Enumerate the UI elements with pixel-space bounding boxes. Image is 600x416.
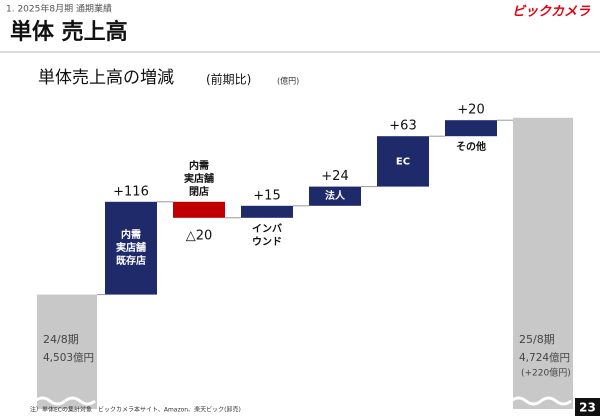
- axis-break: [34, 396, 96, 406]
- annotation: (+220億円): [521, 367, 571, 379]
- category-label: 実店舗: [116, 241, 146, 254]
- value-label: △20: [186, 228, 213, 243]
- logo: ビックカメラ: [512, 4, 591, 20]
- section-label: 1. 2025年8月期 通期業績: [6, 3, 112, 15]
- category-label: ウンド: [252, 236, 282, 248]
- category-label: 24/8期: [43, 333, 79, 346]
- category-label: 閉店: [189, 185, 209, 198]
- step-bar: [309, 186, 361, 206]
- category-label: 実店舗: [184, 172, 214, 185]
- category-label: その他: [456, 140, 486, 153]
- category-label: インバ: [252, 223, 282, 235]
- value-label: +15: [253, 188, 280, 203]
- page-box: [575, 398, 600, 416]
- category-label: 内需: [189, 159, 209, 172]
- value-label: +116: [113, 184, 149, 199]
- chart-subtitle: (前期比): [206, 72, 251, 87]
- value-label: +63: [389, 119, 416, 134]
- step-bar: [241, 205, 293, 218]
- chart-title: 単体売上高の増減: [38, 68, 174, 88]
- value-label: 4,503億円: [43, 351, 94, 364]
- axis-break: [510, 396, 572, 406]
- step-bar: [173, 201, 225, 218]
- value-label: 4,724億円: [519, 351, 570, 364]
- slide-title: 単体 売上高: [10, 19, 128, 45]
- unit-label: (億円): [277, 76, 299, 86]
- category-label: 25/8期: [519, 333, 555, 346]
- category-label: EC: [396, 156, 410, 167]
- footnote: 注）単体ECの集計対象 ビックカメラ本サイト、Amazon、楽天ビック(卸売): [30, 406, 241, 414]
- total-bar: [513, 117, 573, 410]
- step-bar: [445, 120, 497, 137]
- step-bar: [105, 201, 157, 295]
- category-label: 法人: [325, 189, 346, 202]
- step-bar: [377, 136, 429, 187]
- category-label: 既存店: [116, 254, 146, 267]
- value-label: +24: [321, 169, 348, 184]
- category-label: 内需: [121, 228, 141, 241]
- value-label: +20: [457, 103, 484, 118]
- page-number: 23: [579, 401, 596, 415]
- total-bar: [37, 294, 97, 409]
